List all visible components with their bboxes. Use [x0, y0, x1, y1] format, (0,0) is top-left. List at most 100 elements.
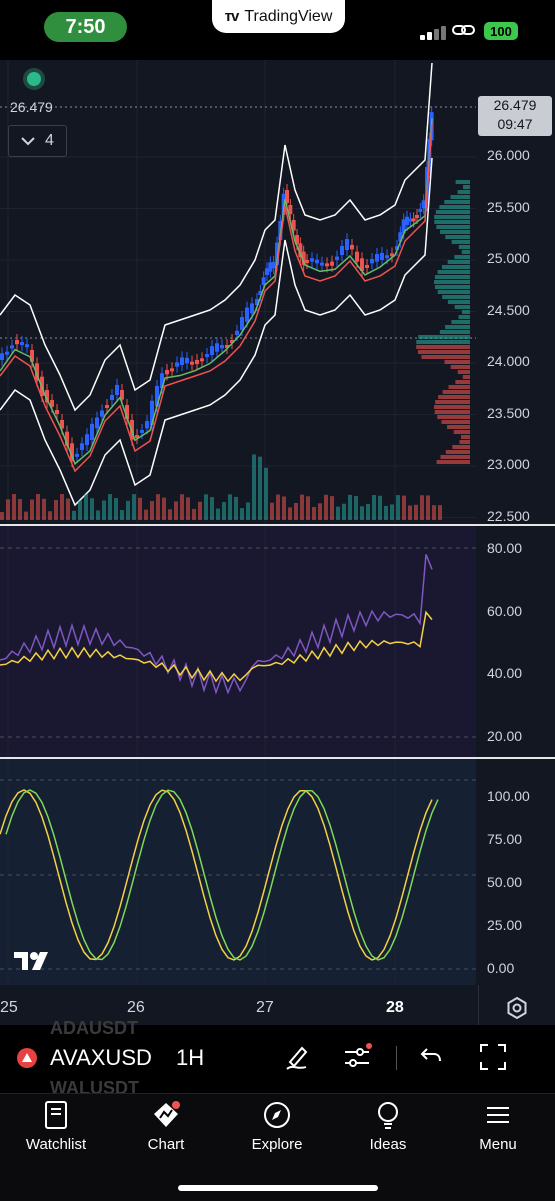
candle-body [125, 405, 129, 420]
book-icon [45, 1101, 67, 1129]
volume-profile-bar [462, 375, 470, 379]
volume-bar [18, 499, 22, 520]
volume-profile-bar [437, 290, 470, 294]
volume-bar [150, 501, 154, 520]
app-banner[interactable]: ᴛᴠ TradingView [212, 0, 345, 33]
drawing-tool-icon[interactable] [282, 1042, 312, 1072]
candle-body [418, 208, 423, 212]
candle-body [375, 254, 379, 262]
undo-icon[interactable] [416, 1042, 446, 1072]
tab-bar [0, 1093, 555, 1201]
rsi-axis-label: 80.00 [487, 540, 523, 556]
volume-profile-bar [444, 360, 470, 364]
volume-bar [96, 510, 100, 520]
volume-bar [336, 506, 340, 520]
volume-bar [216, 508, 220, 520]
tab-watchlist[interactable]: Watchlist [6, 1100, 106, 1153]
volume-bar [438, 505, 442, 520]
volume-profile-bar [441, 265, 470, 269]
chart-settings-icon[interactable] [506, 997, 528, 1019]
stoch-d-line [5, 789, 439, 961]
volume-bar [42, 498, 46, 520]
stoch-axis-label: 25.00 [487, 917, 523, 933]
volume-profile-bar [458, 245, 470, 249]
candle-body [200, 358, 204, 362]
volume-bar [120, 510, 124, 520]
pane-separator[interactable] [0, 757, 555, 759]
candle-body [271, 261, 276, 269]
candle-body [301, 251, 306, 265]
tab-menu[interactable]: Menu [448, 1100, 548, 1153]
candle-body [115, 384, 119, 395]
ema-fast [0, 118, 433, 466]
candle-body [315, 259, 319, 264]
volume-bar [0, 512, 4, 520]
menu-icon [487, 1107, 509, 1123]
pane-separator[interactable] [0, 524, 555, 526]
tab-chart[interactable]: Chart [116, 1100, 216, 1153]
volume-bar [210, 497, 214, 520]
volume-profile-bar [450, 195, 470, 199]
candle-body [250, 303, 254, 314]
candle-body [235, 330, 239, 335]
candle-body [85, 434, 89, 445]
volume-bar [144, 509, 148, 520]
volume-bar [198, 501, 202, 520]
price-axis-label: 24.500 [487, 302, 530, 318]
stoch-pane-bg [0, 759, 476, 985]
candle-body [421, 200, 426, 209]
indicators-icon[interactable] [342, 1042, 372, 1072]
chart-canvas[interactable] [0, 60, 555, 1025]
fullscreen-icon[interactable] [478, 1042, 508, 1072]
candle-body [0, 353, 4, 360]
collapse-indicators-button[interactable]: 4 [8, 125, 67, 157]
volume-bar [90, 498, 94, 520]
volume-profile-bar [447, 425, 470, 429]
candle-body [30, 350, 34, 362]
candle-body [175, 362, 179, 367]
axis-divider [478, 985, 479, 1025]
rsi-line [0, 554, 433, 695]
candle-body [340, 245, 344, 255]
volume-profile-bar [445, 235, 470, 239]
candle-body [230, 340, 234, 343]
candle-body [258, 290, 263, 295]
candle-body [155, 385, 159, 407]
tab-explore[interactable]: Explore [227, 1100, 327, 1153]
price-axis-label: 23.000 [487, 456, 530, 472]
volume-profile-bar [451, 320, 470, 324]
candle-body [90, 423, 94, 440]
volume-bar [258, 456, 262, 520]
candle-body [390, 253, 394, 257]
interval-button[interactable]: 1H [176, 1045, 205, 1070]
volume-profile-bar [437, 270, 470, 274]
candle-body [408, 218, 413, 222]
price-axis-label: 23.500 [487, 405, 530, 421]
tab-label: Ideas [369, 1136, 407, 1153]
volume-bar [426, 495, 430, 520]
volume-profile-bar [434, 275, 470, 279]
volume-profile-bar [458, 315, 470, 319]
stoch-axis-label: 100.00 [487, 788, 530, 804]
volume-bar [348, 494, 352, 520]
tradingview-logo-icon: ᴛᴠ [224, 8, 240, 25]
volume-bar [354, 495, 358, 520]
candle-body [401, 219, 406, 234]
volume-profile-bar [436, 460, 470, 464]
candle-body [295, 235, 299, 245]
symbol-button[interactable]: AVAXUSD [50, 1045, 152, 1070]
candle-body [55, 410, 59, 415]
volume-bar [312, 507, 316, 520]
candle-body [50, 400, 54, 407]
volume-bar [246, 502, 250, 520]
volume-bar [384, 505, 388, 520]
volume-bar [360, 506, 364, 520]
volume-profile-bar [434, 405, 470, 409]
volume-bar [12, 494, 16, 520]
volume-bar [138, 497, 142, 520]
volume-profile-bar [434, 285, 470, 289]
tab-ideas[interactable]: Ideas [338, 1100, 438, 1153]
volume-profile-bar [417, 350, 470, 354]
volume-bar [420, 495, 424, 520]
symbol-toolbar [0, 1025, 555, 1093]
